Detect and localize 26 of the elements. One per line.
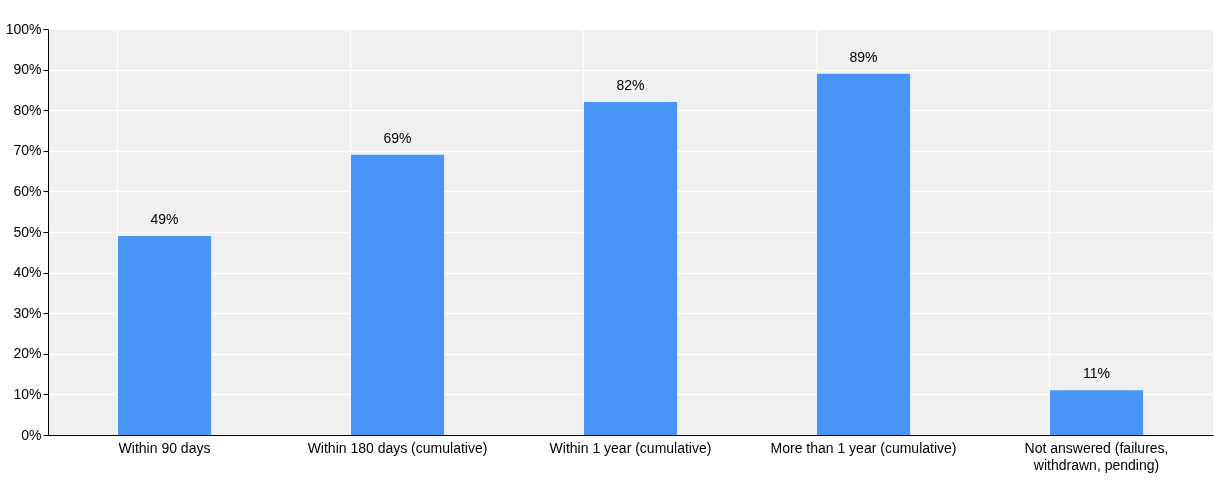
data-label: 11%: [1083, 365, 1110, 382]
x-tick-label: Within 1 year (cumulative): [549, 439, 712, 456]
y-tick-label: 20%: [13, 345, 42, 362]
y-tick-label: 40%: [13, 264, 42, 281]
x-tick-label: Within 90 days: [118, 439, 211, 456]
y-tick-label: 90%: [13, 61, 42, 78]
data-label: 89%: [849, 48, 878, 65]
y-tick-label: 50%: [13, 223, 42, 240]
x-tick-label: More than 1 year (cumulative): [770, 439, 957, 456]
y-tick-label: 60%: [13, 182, 42, 199]
bar: [583, 102, 678, 435]
y-tick-label: 70%: [13, 142, 42, 159]
bar: [816, 73, 911, 435]
data-label: 82%: [616, 77, 645, 94]
data-label: 49%: [150, 211, 179, 228]
y-tick-label: 10%: [13, 385, 42, 402]
y-tick-label: 100%: [5, 20, 42, 37]
x-tick-label: Not answered (failures, withdrawn, pending): [1024, 439, 1169, 473]
x-tick-label: Within 180 days (cumulative): [307, 439, 488, 456]
data-label: 69%: [383, 129, 412, 146]
bar: [117, 236, 212, 435]
y-tick-label: 0%: [21, 426, 42, 443]
y-tick-label: 30%: [13, 304, 42, 321]
bar: [1049, 390, 1144, 435]
bar: [350, 154, 445, 435]
y-tick-label: 80%: [13, 101, 42, 118]
